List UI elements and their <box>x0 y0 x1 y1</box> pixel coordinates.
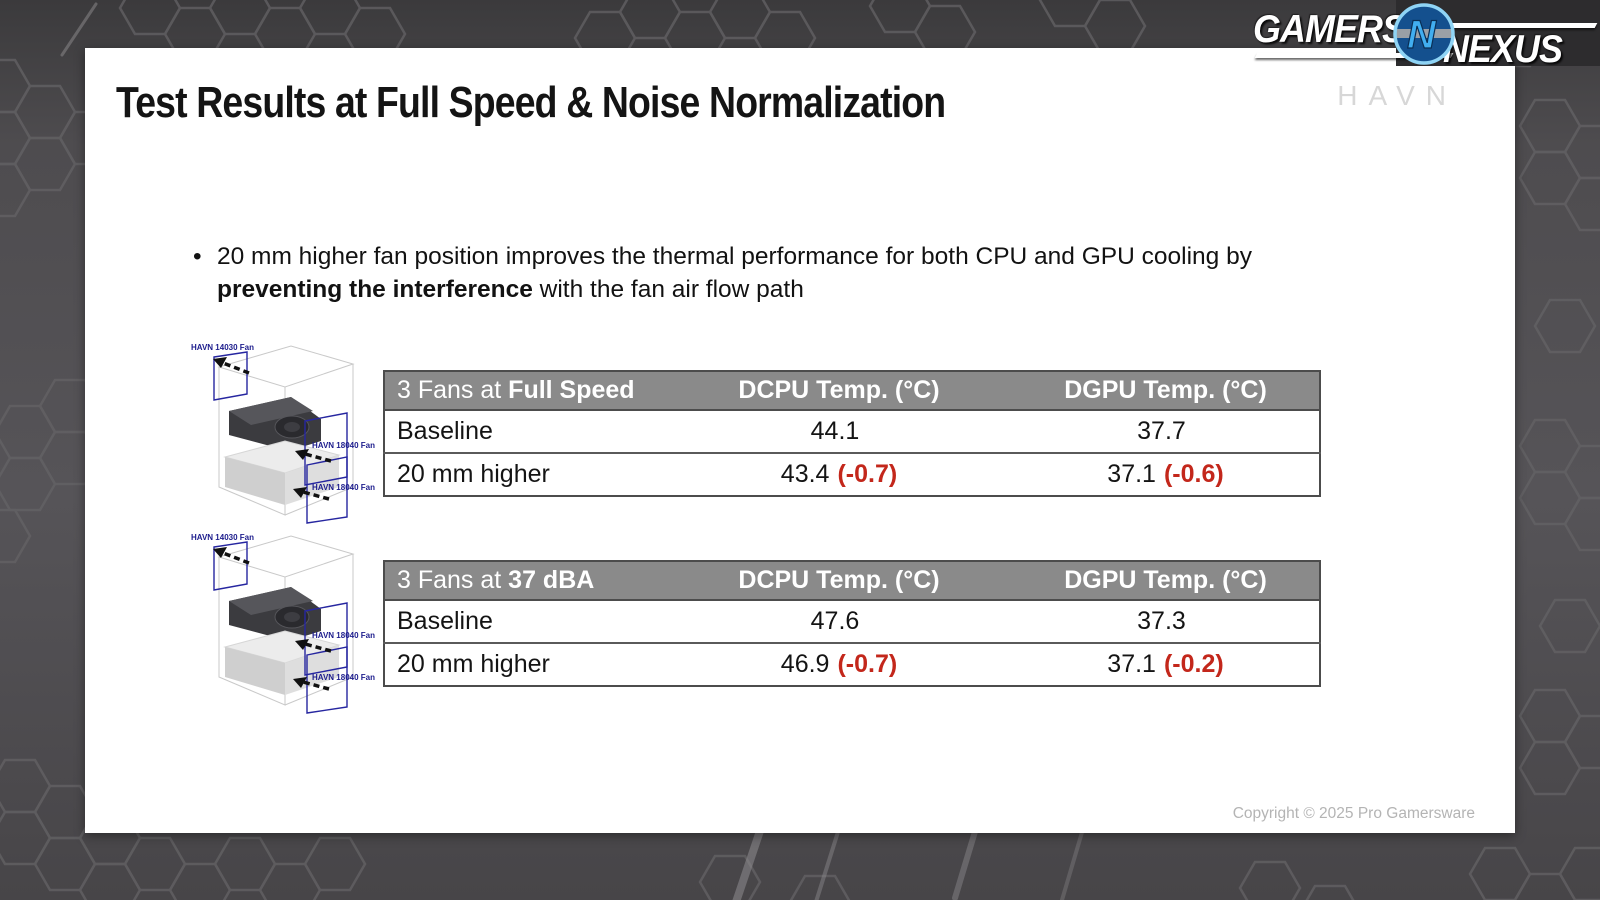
table-header-gpu: DGPU Temp. (°C) <box>1012 371 1320 411</box>
fan-label-bottom: HAVN 18040 Fan <box>312 673 375 682</box>
gn-emblem-letter: N <box>1407 13 1437 57</box>
row-name: 20 mm higher <box>397 460 550 488</box>
case-airflow-diagram-noise-normalized: HAVN 14030 Fan HAVN 18040 Fan HAVN 18040… <box>191 533 375 714</box>
fan-labels: HAVN 14030 Fan HAVN 18040 Fan HAVN 18040… <box>191 343 375 492</box>
airflow-arrowheads <box>213 547 309 688</box>
havn-logo: HAVN <box>1337 80 1457 111</box>
airflow-arrowheads <box>213 357 309 498</box>
gpu-temp-cell: 37.1 (-0.2) <box>1107 650 1224 678</box>
table-header-config: 3 Fans at Full Speed <box>384 371 666 411</box>
cpu-delta: (-0.7) <box>837 650 898 678</box>
table-header-row: 3 Fans at 37 dBA DCPU Temp. (°C) DGPU Te… <box>384 561 1320 601</box>
header-config-pre: 3 Fans at <box>397 376 509 404</box>
table-row: Baseline 47.6 37.3 <box>384 600 1320 644</box>
table-header-cpu: DCPU Temp. (°C) <box>666 561 1012 601</box>
fan-outlines <box>213 541 348 714</box>
table-header-config: 3 Fans at 37 dBA <box>384 561 666 601</box>
case-airflow-diagram-full-speed: HAVN 14030 Fan HAVN 18040 Fan HAVN 18040… <box>191 343 375 524</box>
table-row: 20 mm higher 46.9 (-0.7) 37.1 (-0.2) <box>384 643 1320 686</box>
gn-nexus-text: NEXUS <box>1443 28 1563 71</box>
fan-label-bottom: HAVN 18040 Fan <box>312 483 375 492</box>
gpu-model <box>229 397 321 451</box>
gn-gamers-text: GAMERS <box>1253 8 1406 51</box>
row-name: Baseline <box>384 410 666 454</box>
table-header-cpu: DCPU Temp. (°C) <box>666 371 1012 411</box>
airflow-arrows <box>222 551 332 691</box>
bullet-text: • 20 mm higher fan position improves the … <box>193 241 1342 306</box>
copyright-notice: Copyright © 2025 Pro Gamersware <box>1232 805 1475 822</box>
fan-labels: HAVN 14030 Fan HAVN 18040 Fan HAVN 18040… <box>191 533 375 682</box>
header-config-bold: 37 dBA <box>508 566 595 594</box>
fan-label-top: HAVN 14030 Fan <box>191 533 254 542</box>
bullet-text-post: with the fan air flow path <box>532 275 804 303</box>
presentation-slide: Test Results at Full Speed & Noise Norma… <box>85 48 1515 833</box>
gpu-delta: (-0.2) <box>1163 650 1224 678</box>
cpu-temp-cell: 44.1 <box>666 410 1012 454</box>
fan-label-mid: HAVN 18040 Fan <box>312 441 375 450</box>
airflow-arrows <box>222 361 332 501</box>
gpu-temp-cell: 37.1 (-0.6) <box>1107 460 1224 488</box>
gpu-temp-cell: 37.3 <box>1012 600 1320 644</box>
header-config-bold: Full Speed <box>508 376 635 404</box>
bullet-text-bold: preventing the interference <box>217 275 533 303</box>
fan-outlines <box>213 351 348 524</box>
cpu-temp-cell: 46.9 (-0.7) <box>780 650 898 678</box>
table-header-row: 3 Fans at Full Speed DCPU Temp. (°C) DGP… <box>384 371 1320 411</box>
table-header-gpu: DGPU Temp. (°C) <box>1012 561 1320 601</box>
row-name: 20 mm higher <box>397 650 550 678</box>
full-speed-results-table: 3 Fans at Full Speed DCPU Temp. (°C) DGP… <box>383 370 1321 497</box>
psu-shroud-model <box>223 440 341 505</box>
fan-label-top: HAVN 14030 Fan <box>191 343 254 352</box>
cpu-temp-cell: 47.6 <box>666 600 1012 644</box>
row-name: Baseline <box>384 600 666 644</box>
gpu-temp-cell: 37.7 <box>1012 410 1320 454</box>
gpu-delta: (-0.6) <box>1163 460 1224 488</box>
gpu-model <box>229 587 321 641</box>
bullet-marker: • <box>193 243 202 270</box>
table-row: 20 mm higher 43.4 (-0.7) 37.1 (-0.6) <box>384 453 1320 496</box>
gamers-nexus-logo: GAMERS NEXUS N <box>1246 2 1600 76</box>
bullet-text-pre: 20 mm higher fan position improves the t… <box>217 243 1252 270</box>
slide-title: Test Results at Full Speed & Noise Norma… <box>116 78 946 127</box>
psu-shroud-model <box>223 630 341 695</box>
fan-label-mid: HAVN 18040 Fan <box>312 631 375 640</box>
cpu-temp-cell: 43.4 (-0.7) <box>780 460 898 488</box>
table-row: Baseline 44.1 37.7 <box>384 410 1320 454</box>
noise-normalized-results-table: 3 Fans at 37 dBA DCPU Temp. (°C) DGPU Te… <box>383 560 1321 687</box>
gn-emblem-icon: N <box>1393 3 1455 65</box>
header-config-pre: 3 Fans at <box>397 566 509 594</box>
cpu-delta: (-0.7) <box>837 460 898 488</box>
